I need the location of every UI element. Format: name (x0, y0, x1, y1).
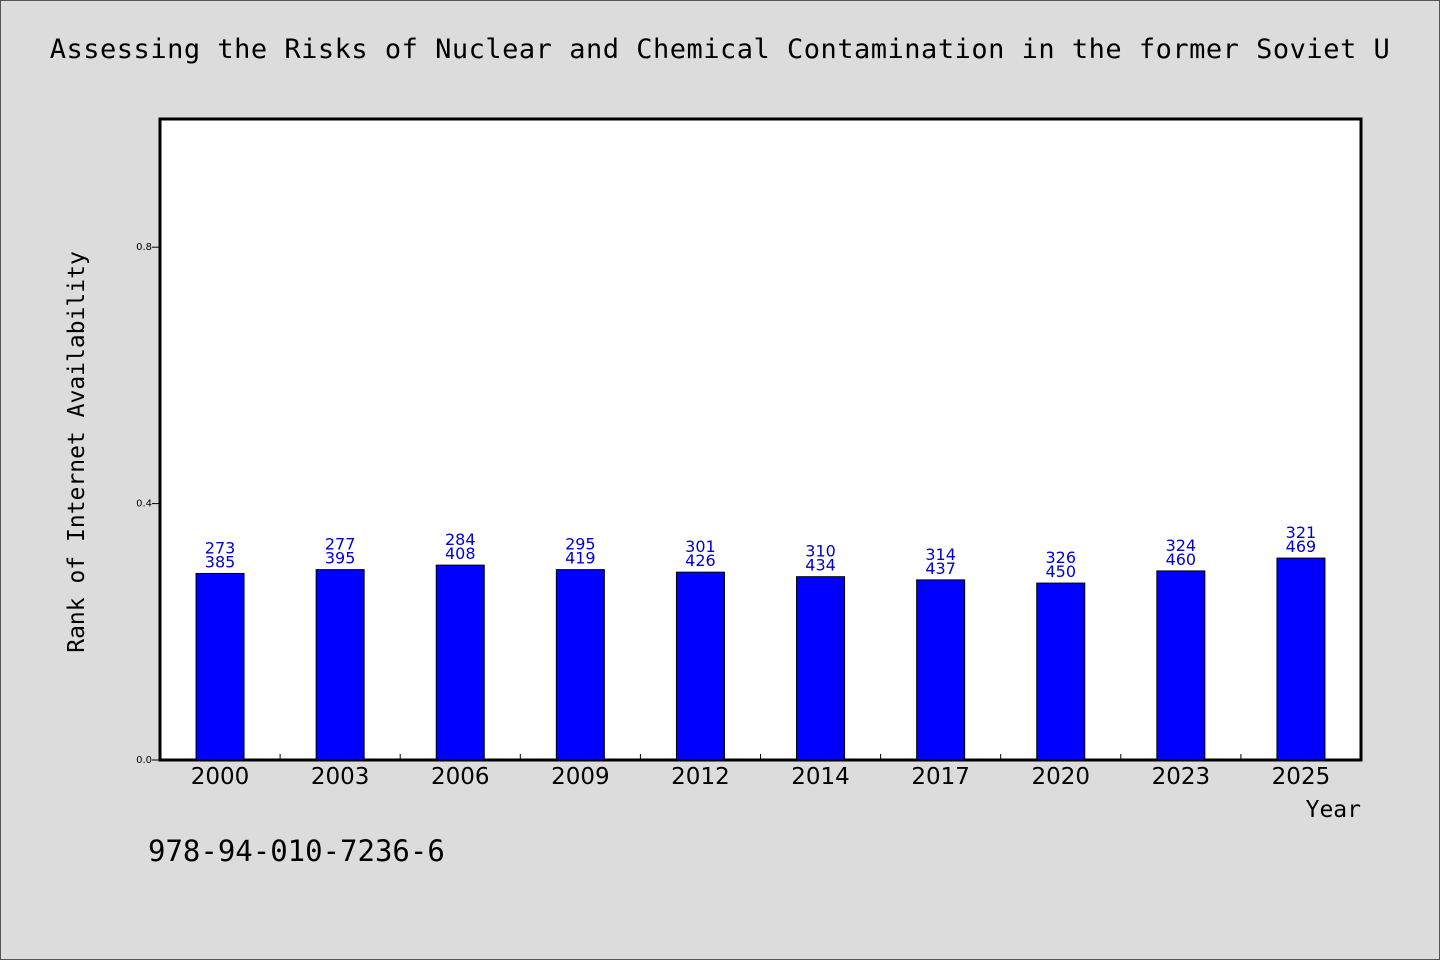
x-tick-label: 2009 (551, 764, 610, 790)
y-axis: 0.0 0.4 0.8 (136, 242, 160, 766)
y-tick-label: 0.0 (136, 755, 152, 766)
x-axis-title: Year (1306, 797, 1361, 823)
bar (916, 579, 966, 761)
data-label: 326 (1045, 548, 1076, 567)
bar (435, 564, 485, 761)
bar (675, 571, 725, 761)
data-label: 469 (1286, 537, 1317, 556)
data-label: 450 (1045, 562, 1076, 581)
x-tick-label: 2000 (191, 764, 250, 790)
x-tick-label: 2012 (671, 764, 730, 790)
data-label: 301 (685, 537, 716, 556)
data-label: 395 (325, 549, 356, 568)
bars-group (195, 557, 1326, 761)
bar (1276, 557, 1326, 761)
data-label: 284 (445, 530, 476, 549)
data-label: 437 (925, 559, 956, 578)
bar (195, 572, 245, 761)
data-label: 434 (805, 556, 836, 575)
y-tick-label: 0.8 (136, 242, 152, 253)
data-label: 314 (925, 545, 956, 564)
data-label: 460 (1166, 550, 1197, 569)
x-tick-label: 2017 (911, 764, 970, 790)
x-axis: 2000 2003 2006 2009 2012 2014 2017 2020 2023 2025 (191, 754, 1330, 790)
data-label: 310 (805, 542, 836, 561)
data-label: 295 (565, 535, 596, 554)
x-tick-label: 2023 (1152, 764, 1211, 790)
data-label: 321 (1286, 523, 1317, 542)
data-label: 419 (565, 549, 596, 568)
x-tick-label: 2006 (431, 764, 490, 790)
x-tick-label: 2025 (1272, 764, 1331, 790)
data-label: 385 (205, 552, 236, 571)
x-tick-label: 2003 (311, 764, 370, 790)
y-axis-title: Rank of Internet Availability (64, 251, 90, 653)
bar (315, 569, 365, 761)
data-label: 273 (205, 538, 236, 557)
data-label: 426 (685, 551, 716, 570)
x-tick-label: 2014 (791, 764, 850, 790)
isbn-label: 978-94-010-7236-6 (148, 834, 445, 868)
data-label: 324 (1166, 536, 1197, 555)
bar (796, 576, 846, 761)
chart-title: Assessing the Risks of Nuclear and Chemi… (49, 34, 1391, 65)
y-tick-label: 0.4 (136, 499, 152, 510)
data-label: 277 (325, 535, 356, 554)
data-label: 408 (445, 544, 476, 563)
data-labels-group: 2733852773952844082954193014263104343144… (205, 523, 1316, 581)
x-tick-label: 2020 (1031, 764, 1090, 790)
bar (555, 569, 605, 761)
bar (1156, 570, 1206, 761)
bar (1036, 582, 1086, 761)
